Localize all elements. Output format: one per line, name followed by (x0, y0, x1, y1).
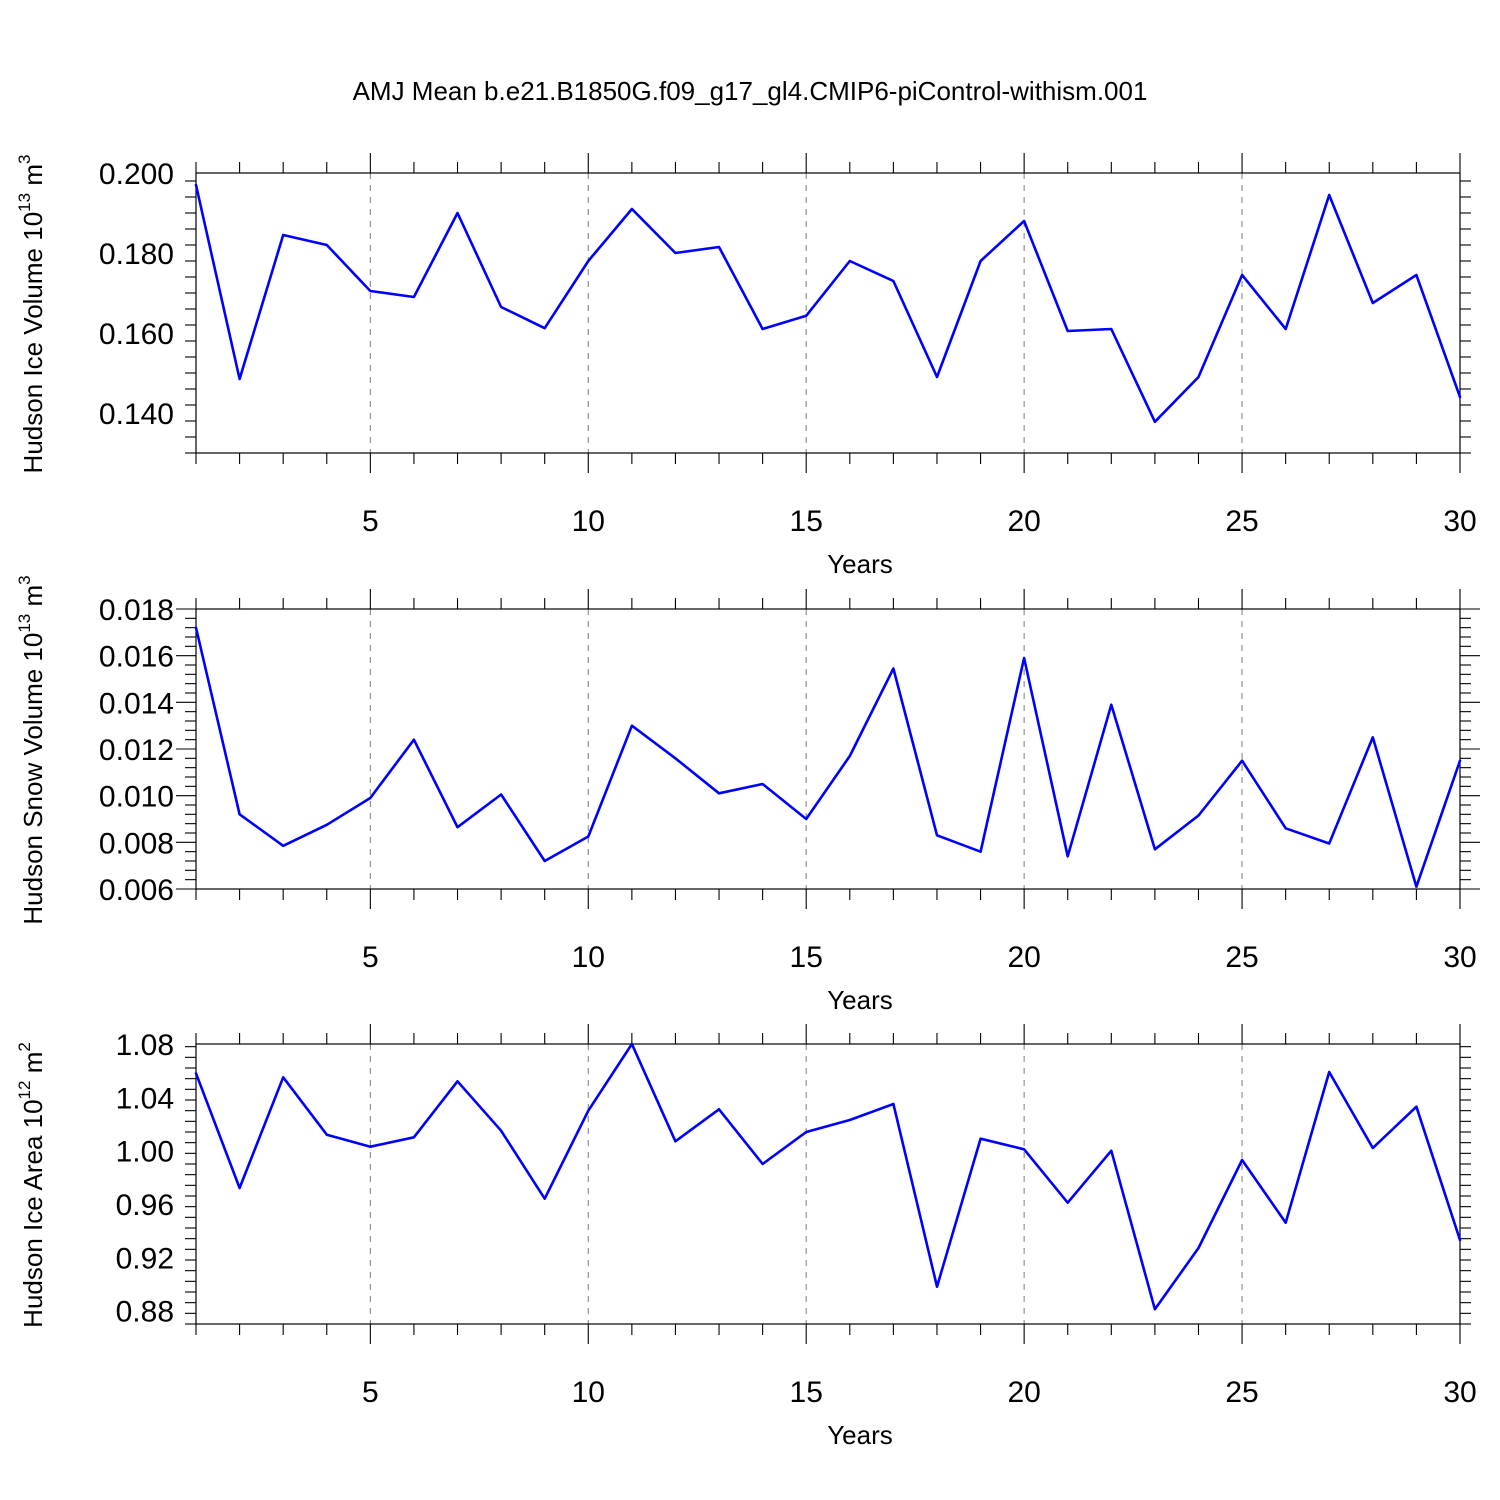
x-tick-label: 15 (790, 505, 823, 538)
y-axis-label-unit: m (18, 585, 48, 614)
x-tick-label: 10 (572, 941, 605, 974)
y-axis-label-exponent: 13 (15, 614, 34, 633)
y-tick-label: 0.008 (99, 827, 174, 860)
y-axis-label-exponent: 13 (15, 193, 34, 212)
plot-frame (195, 608, 1461, 890)
x-tick-label: 20 (1007, 505, 1040, 538)
y-tick-label: 0.010 (99, 781, 174, 814)
x-axis-label: Years (827, 985, 893, 1015)
x-axis-label: Years (827, 1420, 893, 1450)
x-tick-label: 20 (1007, 1376, 1040, 1409)
y-tick-label: 0.160 (99, 318, 174, 351)
y-tick-label: 0.92 (116, 1242, 174, 1275)
x-tick-label: 10 (572, 1376, 605, 1409)
chart-panel-2: 0.006 0.008 0.010 0.012 0.014 0.016 0.018 5 10 15… (15, 575, 1480, 1015)
y-tick-label: 0.180 (99, 238, 174, 271)
y-tick-label: 0.140 (99, 398, 174, 431)
x-tick-label: 5 (362, 1376, 379, 1409)
y-tick-label: 0.200 (99, 158, 174, 191)
y-axis-label-text: Hudson Snow Volume 10 (18, 633, 48, 925)
y-tick-label: 1.04 (116, 1082, 174, 1115)
chart-panel-1: 0.140 0.160 0.180 0.200 5 10 15 20 25 30 Years Huds… (15, 153, 1477, 579)
y-axis-label-unit-power: 3 (15, 575, 34, 584)
y-tick-label: 0.96 (116, 1189, 174, 1222)
y-tick-label: 1.00 (116, 1136, 174, 1169)
series-line (194, 626, 1462, 889)
y-axis-label-text: Hudson Ice Volume 10 (18, 212, 48, 474)
x-tick-label: 30 (1443, 1376, 1476, 1409)
y-axis-label-text: Hudson Ice Area 10 (18, 1099, 48, 1327)
plot-frame (195, 1043, 1461, 1325)
y-axis-label-unit: m (18, 1052, 48, 1081)
x-tick-label: 25 (1225, 941, 1258, 974)
x-tick-label: 15 (790, 1376, 823, 1409)
x-tick-label: 25 (1225, 505, 1258, 538)
y-tick-label: 0.016 (99, 641, 174, 674)
chart-panel-3: 0.88 0.92 0.96 1.00 1.04 1.08 5 10 15 20 25 30 Years… (15, 1024, 1477, 1450)
y-axis-label: Hudson Ice Volume 1013 m3 (15, 155, 48, 474)
x-tick-label: 5 (362, 941, 379, 974)
y-axis-label-unit: m (18, 164, 48, 193)
y-axis-label-exponent: 12 (15, 1081, 34, 1100)
x-tick-label: 25 (1225, 1376, 1258, 1409)
y-tick-label: 1.08 (116, 1029, 174, 1062)
y-axis-label: Hudson Ice Area 1012 m2 (15, 1042, 48, 1328)
x-tick-label: 30 (1443, 505, 1476, 538)
y-tick-label: 0.88 (116, 1296, 174, 1329)
figure-title: AMJ Mean b.e21.B1850G.f09_g17_gl4.CMIP6-… (353, 76, 1148, 106)
x-tick-label: 20 (1007, 941, 1040, 974)
y-axis-label-unit-power: 2 (15, 1042, 34, 1051)
y-tick-label: 0.012 (99, 734, 174, 767)
y-tick-label: 0.006 (99, 874, 174, 907)
y-tick-label: 0.018 (99, 594, 174, 627)
y-tick-label: 0.014 (99, 687, 174, 720)
series-line (194, 183, 1462, 424)
x-axis-label: Years (827, 549, 893, 579)
y-axis-label-unit-power: 3 (15, 155, 34, 164)
y-axis-label: Hudson Snow Volume 1013 m3 (15, 575, 48, 924)
x-tick-label: 5 (362, 505, 379, 538)
x-tick-label: 30 (1443, 941, 1476, 974)
x-tick-label: 15 (790, 941, 823, 974)
plot-frame (195, 172, 1461, 454)
x-tick-label: 10 (572, 505, 605, 538)
series-line (194, 1042, 1462, 1311)
